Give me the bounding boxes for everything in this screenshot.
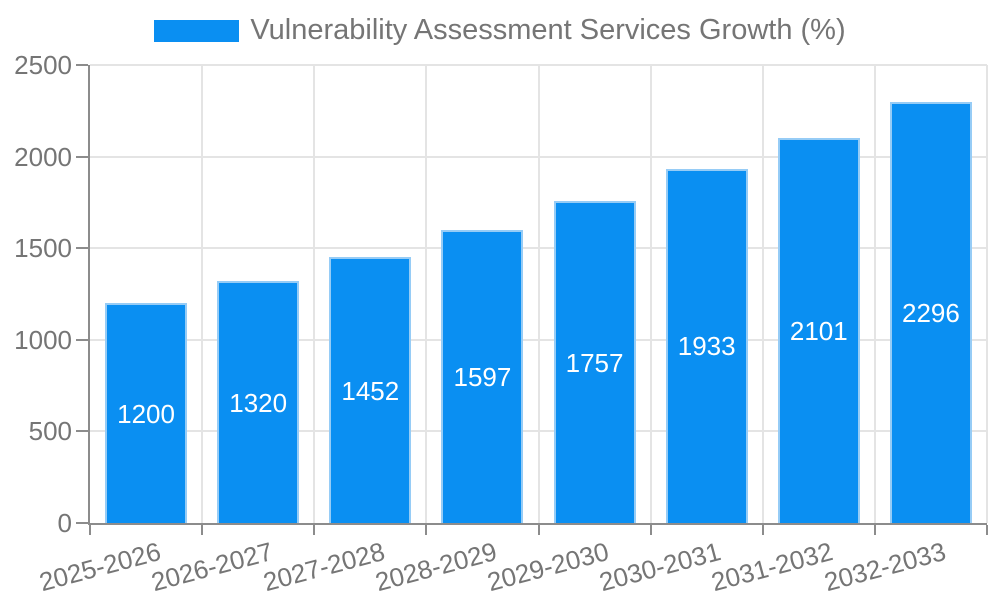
x-tick-label: 2025-2026 [35, 536, 164, 598]
x-tick-mark [986, 525, 988, 535]
v-gridline [649, 65, 652, 523]
x-tick-label: 2027-2028 [259, 536, 388, 598]
bar-value-label: 1933 [677, 331, 736, 362]
y-tick-mark [76, 338, 88, 341]
x-tick-label: 2028-2029 [372, 536, 500, 598]
bar-value-label: 2296 [902, 298, 960, 329]
v-gridline [761, 65, 764, 523]
bar-value-label: 1757 [565, 347, 624, 378]
legend-swatch [154, 19, 240, 42]
v-gridline [986, 65, 988, 523]
v-gridline [425, 65, 428, 523]
y-tick-label: 1000 [14, 324, 72, 355]
x-tick-mark [425, 525, 428, 535]
bar: 1757 [553, 201, 636, 523]
v-gridline [537, 65, 540, 523]
bar: 1320 [217, 281, 300, 523]
bar-value-label: 2101 [789, 316, 848, 347]
v-gridline [873, 65, 876, 523]
bar: 2296 [889, 102, 972, 523]
y-tick-mark [76, 247, 88, 250]
v-gridline [201, 65, 204, 523]
x-tick-label: 2026-2027 [147, 536, 276, 598]
bar-value-label: 1597 [453, 362, 512, 393]
bar: 2101 [777, 138, 860, 523]
legend-label: Vulnerability Assessment Services Growth… [250, 14, 846, 46]
y-tick-label: 2000 [14, 141, 72, 172]
x-tick-mark [537, 525, 540, 535]
x-tick-label: 2031-2032 [708, 536, 837, 598]
x-tick-label: 2032-2033 [820, 536, 949, 598]
bar-value-label: 1320 [229, 387, 288, 418]
plot-area: 1200 1320 1452 1597 1757 1933 2101 2296 [76, 64, 988, 535]
x-tick-mark [313, 525, 316, 535]
y-tick-mark [76, 64, 88, 66]
bar: 1597 [441, 230, 524, 523]
x-tick-label: 2029-2030 [484, 536, 613, 598]
y-tick-label: 1500 [14, 233, 72, 264]
legend: Vulnerability Assessment Services Growth… [0, 14, 1000, 47]
x-tick-mark [89, 525, 91, 535]
bar: 1200 [105, 303, 188, 523]
y-tick-mark [76, 155, 88, 158]
x-tick-mark [649, 525, 652, 535]
x-tick-mark [873, 525, 876, 535]
bar: 1933 [665, 168, 748, 523]
y-tick-mark [76, 522, 88, 524]
y-tick-mark [76, 430, 88, 433]
y-tick-label: 500 [28, 416, 72, 447]
x-tick-mark [761, 525, 764, 535]
v-gridline [313, 65, 316, 523]
y-tick-label: 0 [57, 508, 72, 538]
bar-value-label: 1200 [117, 398, 175, 429]
x-tick-mark [201, 525, 204, 535]
bar-value-label: 1452 [341, 375, 400, 406]
bar: 1452 [329, 257, 412, 523]
x-tick-label: 2030-2031 [596, 536, 725, 598]
y-tick-label: 2500 [14, 50, 72, 80]
